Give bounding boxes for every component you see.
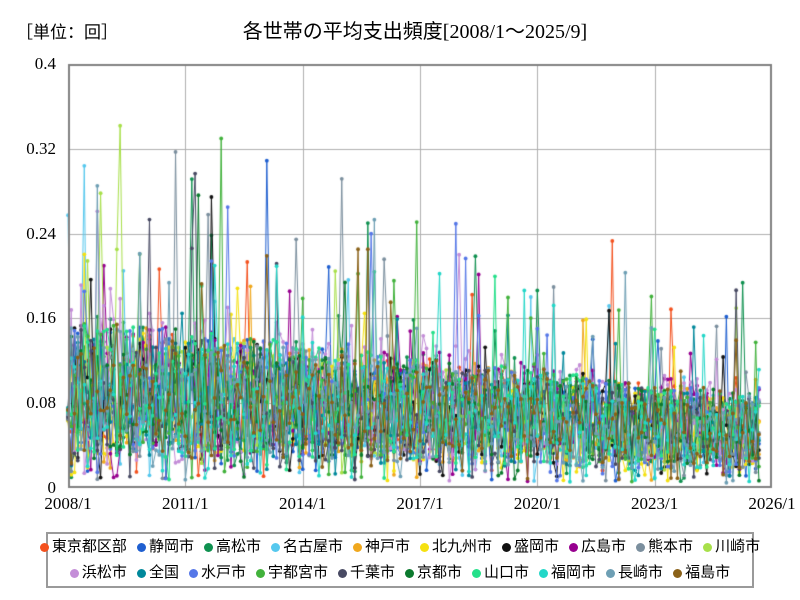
legend-item[interactable]: 京都市 [405,565,462,581]
x-axis-tick-label: 2023/1 [631,494,679,513]
legend-item[interactable]: 水戸市 [188,564,246,581]
legend-marker-icon [270,542,280,552]
legend-item[interactable]: 名古屋市 [270,538,343,555]
legend-marker-icon [188,568,198,578]
legend-label: 水戸市 [200,564,246,581]
x-axis-tick-label: 2020/1 [513,494,561,513]
chart-legend: 東京都区部 静岡市 高松市 名古屋市 神戸市 北九州市 盛岡市 広島市 熊本市 川崎市浜松市 全国 水… [39,532,760,588]
y-axis-tick-label: 0.24 [26,223,56,243]
legend-label: 長崎市 [618,564,664,581]
legend-item[interactable]: 全国 [136,564,179,581]
legend-marker-icon [502,542,512,552]
legend-label: 京都市 [417,564,463,581]
legend-label: 全国 [148,564,179,581]
legend-label: 千葉市 [349,564,395,581]
legend-label: 静岡市 [148,538,194,555]
legend-marker-icon [539,568,549,578]
legend-item[interactable]: 福岡市 [539,565,596,581]
legend-item[interactable]: 川崎市 [703,539,760,555]
legend-item[interactable]: 静岡市 [136,538,194,555]
legend-item[interactable]: 高松市 [203,538,261,555]
legend-marker-icon [136,568,146,578]
legend-label: 東京都区部 [51,538,127,555]
legend-item[interactable]: 長崎市 [606,565,663,581]
legend-marker-icon [405,568,414,578]
y-axis-tick-label: 0.4 [34,54,56,73]
legend-marker-icon [606,568,616,578]
legend-label: 広島市 [581,538,627,555]
legend-item[interactable]: 広島市 [569,539,626,555]
legend-marker-icon [420,542,429,552]
legend-item[interactable]: 山口市 [472,565,529,581]
legend-label: 盛岡市 [514,538,560,555]
legend-item[interactable]: 盛岡市 [502,539,559,555]
y-axis-tick-label: 0.32 [26,138,56,158]
legend-label: 熊本市 [648,538,694,555]
legend-item[interactable]: 浜松市 [69,564,127,581]
chart-canvas [0,0,800,520]
legend-label: 福島市 [685,564,731,581]
legend-label: 山口市 [484,564,530,581]
legend-label: 浜松市 [81,564,127,581]
legend-item[interactable]: 宇都宮市 [255,564,328,581]
legend-marker-icon [472,568,482,578]
legend-item[interactable]: 福島市 [673,565,730,581]
x-axis-tick-label: 2014/1 [279,494,327,513]
legend-item[interactable]: 東京都区部 [39,538,127,555]
legend-marker-icon [569,542,579,552]
legend-item[interactable]: 千葉市 [337,564,395,581]
plot-area: 0 0.08 0.16 0.24 0.32 0.4 2008/1 2011/1 2014/1 2… [0,0,800,520]
legend-row: 浜松市 全国 水戸市 宇都宮市 千葉市 京都市 山口市 福岡市 長崎市 福島市 [48,560,752,586]
legend-marker-icon [703,542,713,552]
legend-label: 福岡市 [551,564,597,581]
legend-marker-icon [203,542,213,552]
legend-label: 北九州市 [432,538,493,555]
x-axis-tick-label: 2026/1 [748,494,796,513]
y-axis-tick-label: 0 [47,478,57,497]
legend-label: 高松市 [215,538,261,555]
legend-marker-icon [337,568,347,578]
legend-marker-icon [352,542,362,552]
legend-row: 東京都区部 静岡市 高松市 名古屋市 神戸市 北九州市 盛岡市 広島市 熊本市 川崎市 [39,534,760,560]
legend-marker-icon [255,568,265,578]
legend-item[interactable]: 北九州市 [420,539,492,555]
legend-label: 名古屋市 [282,538,343,555]
legend-item[interactable]: 熊本市 [636,539,693,555]
legend-marker-icon [136,542,146,552]
legend-label: 川崎市 [715,538,761,555]
legend-marker-icon [636,542,646,552]
y-axis-tick-label: 0.16 [26,308,56,328]
legend-marker-icon [69,568,79,578]
x-axis-tick-label: 2011/1 [162,494,209,513]
legend-item[interactable]: 神戸市 [352,538,410,555]
x-axis-tick-label: 2017/1 [396,494,444,513]
y-axis-tick-label: 0.08 [26,393,56,413]
legend-label: 神戸市 [364,538,410,555]
legend-marker-icon [673,568,683,578]
legend-label: 宇都宮市 [267,564,328,581]
legend-marker-icon [39,542,49,552]
x-axis-tick-label: 2008/1 [44,494,92,513]
